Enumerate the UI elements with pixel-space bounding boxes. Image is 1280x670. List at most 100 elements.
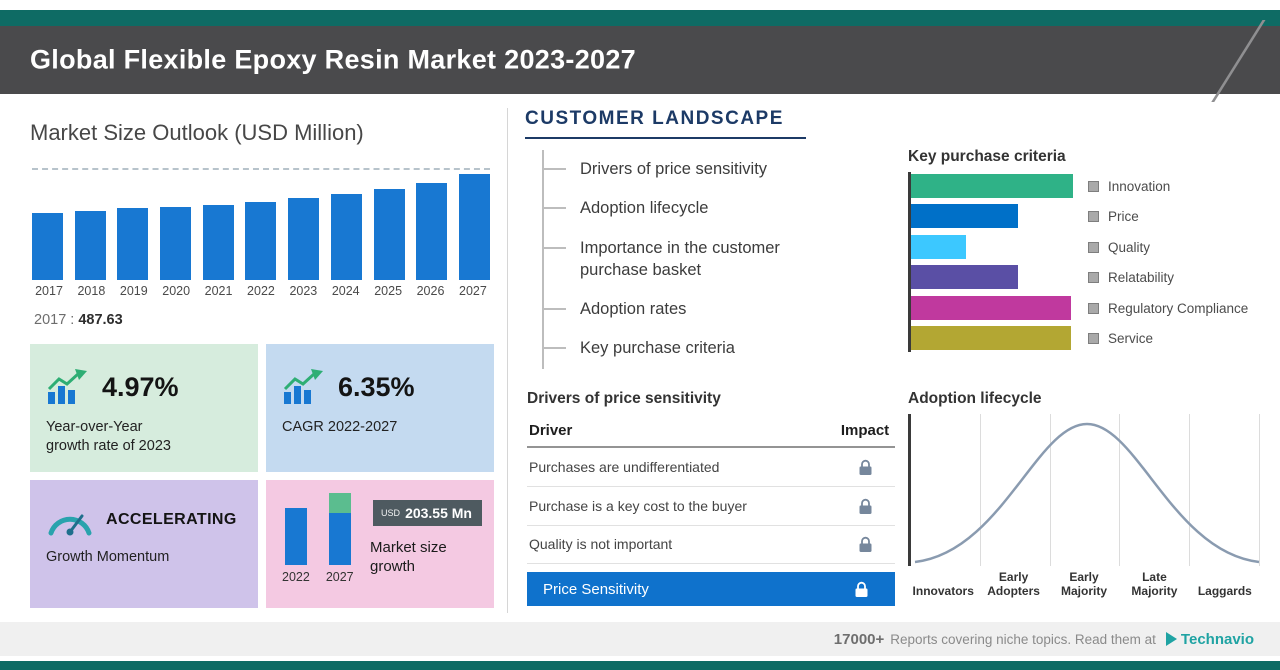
- key-purchase-criteria-legend: Innovation Price Quality Relatability Re…: [1088, 174, 1248, 358]
- year-tick: 2019: [119, 284, 148, 298]
- legend-label: Quality: [1108, 239, 1151, 255]
- lock-icon: [859, 498, 871, 514]
- driver-text: Purchase is a key cost to the buyer: [529, 497, 747, 514]
- header-diagonal-accent: [1211, 20, 1266, 102]
- criteria-bar: [911, 265, 1018, 290]
- list-item: Key purchase criteria: [544, 329, 844, 368]
- table-header: Driver Impact: [527, 416, 895, 448]
- legend-swatch-icon: [1088, 333, 1099, 345]
- market-size-bar: [416, 183, 448, 280]
- year-tick: 2024: [331, 284, 360, 298]
- stage-label: Laggards: [1197, 584, 1252, 599]
- table-row: Purchases are undifferentiated: [527, 448, 895, 487]
- driver-text: Quality is not important: [529, 536, 673, 553]
- technavio-wordmark: Technavio: [1180, 630, 1254, 648]
- year-tick: 2023: [289, 284, 318, 298]
- lifecycle-stage-labels: Innovators Early Adopters Early Majority…: [908, 570, 1260, 599]
- market-size-bar: [245, 202, 277, 280]
- adoption-lifecycle-title: Adoption lifecycle: [908, 390, 1042, 407]
- bell-curve: [914, 422, 1260, 564]
- year-tick: 2027: [459, 284, 487, 298]
- page-title: Global Flexible Epoxy Resin Market 2023-…: [30, 44, 636, 75]
- top-brand-strip: [0, 10, 1280, 26]
- growth-value-badge: USD 203.55 Mn: [373, 500, 482, 526]
- market-growth-card: 2022 2027 USD 203.55 Mn Market size grow…: [266, 480, 494, 608]
- mini-year-start: 2022: [282, 570, 310, 584]
- footer-text: Reports covering niche topics. Read them…: [890, 631, 1156, 647]
- market-size-bar: [74, 211, 106, 280]
- year-tick: 2020: [162, 284, 191, 298]
- market-size-bar: [458, 174, 490, 280]
- highlight-text: Price Sensitivity: [543, 580, 649, 598]
- legend-swatch-icon: [1088, 302, 1099, 314]
- lock-icon: [859, 537, 871, 553]
- legend-swatch-icon: [1088, 211, 1099, 223]
- market-size-bar: [32, 213, 63, 280]
- stage-label: Early Majority: [1061, 570, 1108, 599]
- market-size-title: Market Size Outlook (USD Million): [30, 120, 364, 145]
- mini-growth-segment: [328, 493, 351, 513]
- technavio-triangle-icon: [1165, 632, 1177, 646]
- cagr-value: 6.35%: [338, 371, 415, 402]
- technavio-logo: Technavio: [1165, 630, 1254, 648]
- yoy-growth-card: 4.97% Year-over-Year growth rate of 2023: [30, 344, 258, 472]
- yoy-growth-label: Year-over-Year growth rate of 2023: [46, 419, 171, 455]
- base-year-number: 487.63: [78, 312, 123, 328]
- legend-label: Innovation: [1108, 178, 1171, 194]
- market-growth-label: Market size growth: [370, 539, 447, 576]
- market-size-bar: [288, 198, 320, 280]
- legend-swatch-icon: [1088, 272, 1099, 284]
- market-size-bar: [373, 189, 405, 280]
- footer-bar: 17000+ Reports covering niche topics. Re…: [0, 622, 1280, 656]
- adoption-lifecycle-chart: [908, 414, 1260, 566]
- criteria-bar: [911, 204, 1018, 229]
- table-row: Quality is not important: [527, 526, 895, 565]
- market-size-x-axis: 2017 2018 2019 2020 2021 2022 2023 2024 …: [32, 284, 490, 298]
- stage-label: Innovators: [912, 584, 974, 599]
- key-purchase-criteria-title: Key purchase criteria: [908, 148, 1066, 165]
- table-row: Purchase is a key cost to the buyer: [527, 487, 895, 526]
- growth-chart-icon: [47, 369, 87, 404]
- base-year-label: 2017 :: [34, 312, 75, 328]
- cagr-label: CAGR 2022-2027: [282, 419, 398, 435]
- legend-swatch-icon: [1088, 180, 1099, 192]
- legend-label: Service: [1108, 331, 1154, 347]
- customer-landscape-title: CUSTOMER LANDSCAPE: [525, 108, 806, 139]
- badge-currency: USD: [381, 507, 401, 518]
- legend-label: Regulatory Compliance: [1108, 300, 1249, 316]
- growth-chart-icon: [283, 369, 323, 404]
- market-size-bar: [202, 205, 234, 280]
- year-tick: 2026: [416, 284, 445, 298]
- column-divider: [507, 108, 508, 613]
- report-count: 17000+: [833, 630, 885, 648]
- lifecycle-gridlines: [911, 414, 1260, 566]
- legend-swatch-icon: [1088, 241, 1099, 253]
- mini-year-end: 2027: [325, 570, 354, 584]
- year-tick: 2017: [35, 284, 63, 298]
- stage-label: Early Adopters: [987, 570, 1040, 599]
- criteria-bar: [911, 234, 966, 259]
- list-item: Adoption lifecycle: [544, 189, 844, 228]
- list-item: Adoption rates: [544, 290, 844, 329]
- key-purchase-criteria-chart: [908, 172, 1078, 352]
- year-tick: 2021: [204, 284, 233, 298]
- criteria-bar: [911, 295, 1071, 320]
- header-bar: Global Flexible Epoxy Resin Market 2023-…: [0, 20, 1280, 102]
- year-tick: 2025: [374, 284, 403, 298]
- market-size-bar: [330, 194, 362, 280]
- driver-column-header: Driver: [529, 422, 573, 439]
- market-size-bar: [117, 208, 149, 280]
- lock-icon: [855, 581, 867, 597]
- badge-amount: 203.55 Mn: [405, 505, 472, 521]
- mini-bar-2022: [284, 508, 307, 565]
- base-year-value: 2017 :487.63: [34, 312, 123, 328]
- driver-text: Purchases are undifferentiated: [529, 458, 720, 475]
- legend-label: Price: [1108, 209, 1139, 225]
- speedometer-icon: [48, 514, 92, 536]
- list-item: Drivers of price sensitivity: [544, 150, 844, 189]
- price-sensitivity-table: Driver Impact Purchases are undifferenti…: [527, 416, 895, 606]
- list-item: Importance in the customer purchase bask…: [544, 229, 844, 291]
- momentum-status: ACCELERATING: [106, 511, 237, 528]
- year-tick: 2022: [247, 284, 275, 298]
- market-size-bar: [160, 207, 192, 280]
